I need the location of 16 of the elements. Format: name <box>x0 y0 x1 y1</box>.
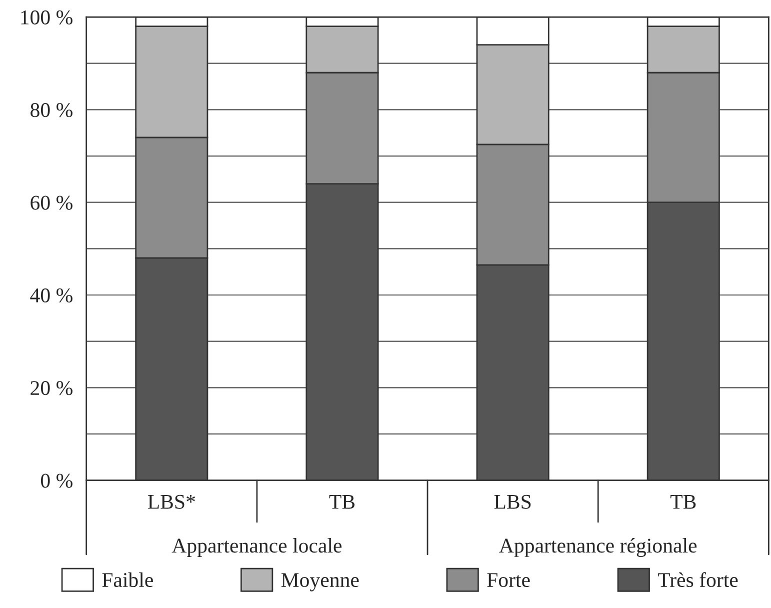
y-tick-label: 100 % <box>21 10 72 25</box>
y-tick-label: 40 % <box>30 288 72 303</box>
x-tick-label: LBS* <box>148 494 195 509</box>
legend-label: Moyenne <box>281 573 359 592</box>
y-tick-label: 80 % <box>30 103 72 118</box>
x-tick-label: TB <box>670 495 696 509</box>
y-tick-label: 0 % <box>40 474 72 488</box>
legend-label: Faible <box>102 572 153 588</box>
x-tick-label: LBS <box>494 494 531 509</box>
y-tick-label: 60 % <box>30 196 72 210</box>
text: Appartenance locale <box>172 538 342 557</box>
legend-label: Forte <box>487 573 530 588</box>
x-tick-label: TB <box>329 495 355 509</box>
text: Appartenance régionale <box>499 538 697 557</box>
legend-label: Très forte <box>658 572 738 588</box>
y-tick-label: 20 % <box>30 381 72 396</box>
